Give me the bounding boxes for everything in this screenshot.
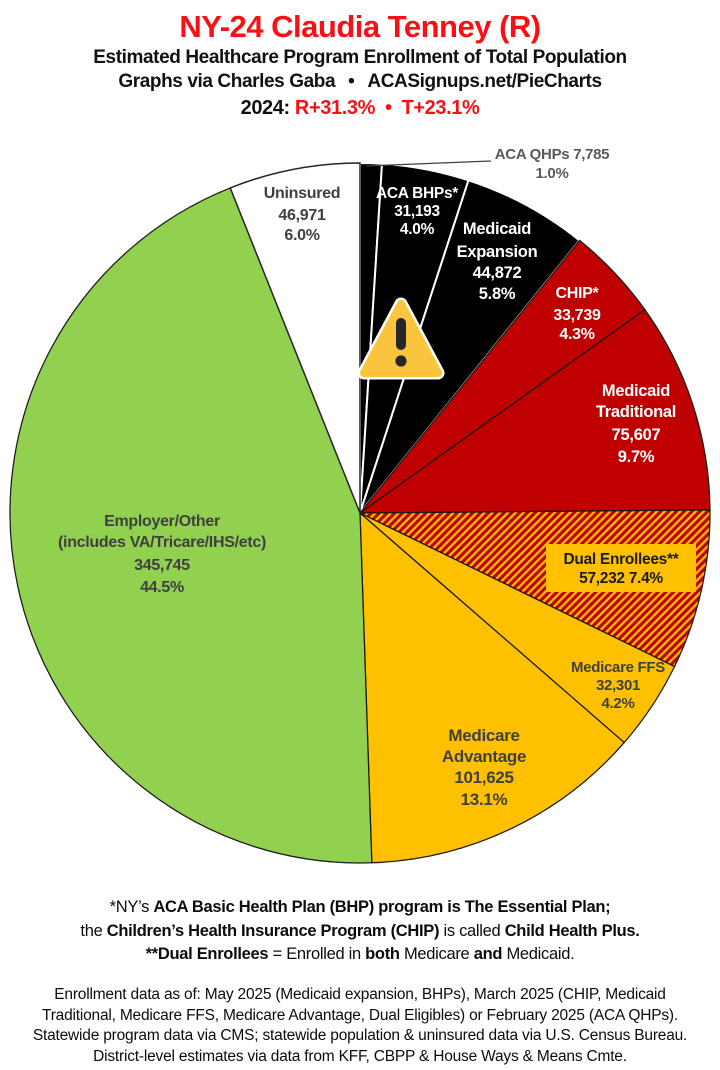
partisan-trump-margin: T+23.1%	[401, 97, 480, 119]
pie-label-aca_bhps: 4.0%	[400, 221, 435, 238]
label-background-dual_enrollees	[546, 544, 696, 592]
pie-label-employer_other: 345,745	[134, 557, 190, 574]
pie-label-aca_bhps: 31,193	[394, 203, 440, 220]
credit-line: Graphs via Charles Gaba • ACASignups.net/P…	[0, 70, 720, 94]
pie-slice-employer_other	[9, 187, 373, 864]
subtitle: Estimated Healthcare Program Enrollment …	[93, 47, 627, 68]
pie-slice-uninsured	[229, 162, 361, 514]
label-leader-line	[365, 160, 492, 167]
pie-label-aca_qhps: ACA QHPs 7,785	[495, 146, 609, 163]
pie-slices	[9, 161, 711, 864]
pie-label-chip: 4.3%	[559, 326, 594, 343]
pie-label-medicaid_traditional: Traditional	[596, 403, 676, 421]
pie-label-medicare_advantage: 101,625	[454, 768, 513, 787]
pie-label-medicaid_expansion: 5.8%	[479, 285, 516, 303]
pie-label-medicaid_traditional: Medicaid	[602, 382, 670, 400]
header: NY-24 Claudia Tenney (R) Estimated Healt…	[0, 8, 720, 120]
bullet-separator: •	[348, 71, 355, 92]
pie-label-medicaid_traditional: 75,607	[612, 426, 661, 444]
pie-label-medicaid_expansion: Medicaid	[463, 220, 531, 238]
bullet-separator: •	[384, 97, 392, 119]
pie-label-medicare_advantage: 13.1%	[461, 790, 508, 809]
partisan-lean: R+31.3%	[294, 97, 375, 119]
pie-slice-medicaid_expansion	[359, 178, 581, 514]
pie-label-medicaid_expansion: Expansion	[457, 243, 538, 261]
pie-label-medicaid_expansion: 44,872	[473, 264, 522, 282]
source-note: Enrollment data as of: May 2025 (Medicai…	[32, 986, 688, 1065]
footnote-line: **Dual Enrollees = Enrolled in both Medi…	[145, 945, 575, 963]
warning-icon	[357, 297, 445, 380]
pie-label-medicaid_traditional: 9.7%	[618, 448, 655, 466]
pie-label-uninsured: 46,971	[278, 207, 326, 224]
footnote-line: *NY’s ACA Basic Health Plan (BHP) progra…	[109, 898, 611, 916]
pie-label-employer_other: Employer/Other	[104, 513, 220, 530]
pie-label-aca_qhps: 1.0%	[536, 165, 569, 182]
footnote-line: the Children’s Health Insurance Program …	[80, 921, 640, 940]
footnotes: *NY’s ACA Basic Health Plan (BHP) progra…	[0, 896, 720, 967]
pie-label-medicare_ffs: 4.2%	[602, 695, 635, 712]
credit-author: Graphs via Charles Gaba	[118, 71, 336, 92]
pie-label-chip: 33,739	[553, 307, 601, 324]
exclamation-bar	[396, 318, 406, 350]
pie-label-dual_enrollees: 57,232 7.4%	[579, 570, 663, 587]
partisan-year-label: 2024:	[240, 97, 291, 119]
pie-label-uninsured: Uninsured	[264, 185, 340, 202]
pie-label-uninsured: 6.0%	[284, 227, 319, 244]
pie-label-aca_bhps: ACA BHPs*	[376, 185, 459, 202]
pie-label-chip: CHIP*	[556, 285, 600, 302]
exclamation-dot	[395, 355, 407, 367]
pie-label-employer_other: 44.5%	[140, 579, 184, 596]
pie-label-medicare_advantage: Medicare	[448, 726, 519, 745]
pie-label-employer_other: (includes VA/Tricare/IHS/etc)	[58, 534, 266, 551]
partisan-line: 2024: R+31.3% • T+23.1%	[0, 96, 720, 120]
credit-site: ACASignups.net/PieCharts	[367, 71, 602, 92]
page-title: NY-24 Claudia Tenney (R)	[179, 9, 541, 44]
pie-label-dual_enrollees: Dual Enrollees**	[564, 551, 680, 568]
pie-slice-medicare_advantage	[359, 511, 626, 864]
pie-label-medicare_ffs: 32,301	[596, 677, 640, 694]
pie-slice-medicaid_traditional	[358, 308, 711, 514]
pie-label-medicare_advantage: Advantage	[442, 747, 526, 766]
pie-label-medicare_ffs: Medicare FFS	[571, 659, 665, 676]
